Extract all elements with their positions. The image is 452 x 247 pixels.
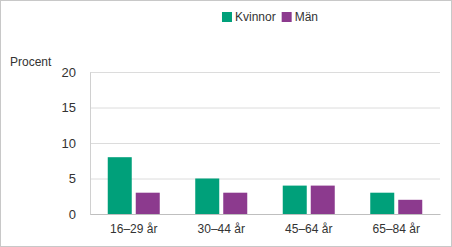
x-tick: 65–84 år (373, 214, 420, 236)
x-tick-label: 65–84 år (373, 222, 420, 236)
y-tick: 10 (62, 136, 90, 151)
x-tick: 45–64 år (285, 214, 332, 236)
chart: 0 5 10 15 20 16–29 år 30–44 år 45–64 år 65–84 år… (0, 0, 452, 247)
x-tick: 30–44 år (198, 214, 245, 236)
bars (108, 157, 423, 214)
grid-line (90, 108, 440, 109)
x-tick-label: 30–44 år (198, 222, 245, 236)
y-tick: 5 (69, 171, 90, 186)
bar (311, 186, 335, 214)
bar (108, 157, 132, 214)
grid-line (90, 214, 440, 215)
legend-label: Kvinnor (235, 10, 276, 24)
frame (1, 1, 452, 247)
y-axis-title: Procent (10, 55, 52, 69)
grid (90, 73, 440, 215)
bar (398, 200, 422, 214)
y-tick: 20 (62, 65, 90, 80)
legend-item: Män (282, 10, 318, 24)
grid-line (90, 143, 440, 144)
legend-item: Kvinnor (222, 10, 276, 24)
y-tick-label: 10 (62, 136, 76, 151)
grid-line (90, 72, 440, 73)
y-tick: 15 (62, 100, 90, 115)
legend-swatch (282, 12, 292, 22)
y-axis-line (90, 73, 91, 215)
legend: Kvinnor Män (222, 10, 318, 24)
bar (195, 179, 219, 215)
y-tick-label: 0 (69, 207, 76, 222)
x-tick: 16–29 år (110, 214, 157, 236)
y-tick-label: 20 (62, 65, 76, 80)
bar (136, 193, 160, 214)
y-axis: 0 5 10 15 20 (62, 65, 91, 222)
x-tick-label: 45–64 år (285, 222, 332, 236)
grid-line (90, 179, 440, 180)
legend-swatch (222, 12, 232, 22)
y-tick-label: 15 (62, 100, 76, 115)
x-axis-line (91, 214, 441, 215)
y-tick-label: 5 (69, 171, 76, 186)
bar (283, 186, 307, 214)
legend-label: Män (295, 10, 318, 24)
x-axis: 16–29 år 30–44 år 45–64 år 65–84 år (91, 214, 441, 236)
x-tick-label: 16–29 år (110, 222, 157, 236)
y-tick: 0 (69, 207, 90, 222)
bar (223, 193, 247, 214)
bar (370, 193, 394, 214)
